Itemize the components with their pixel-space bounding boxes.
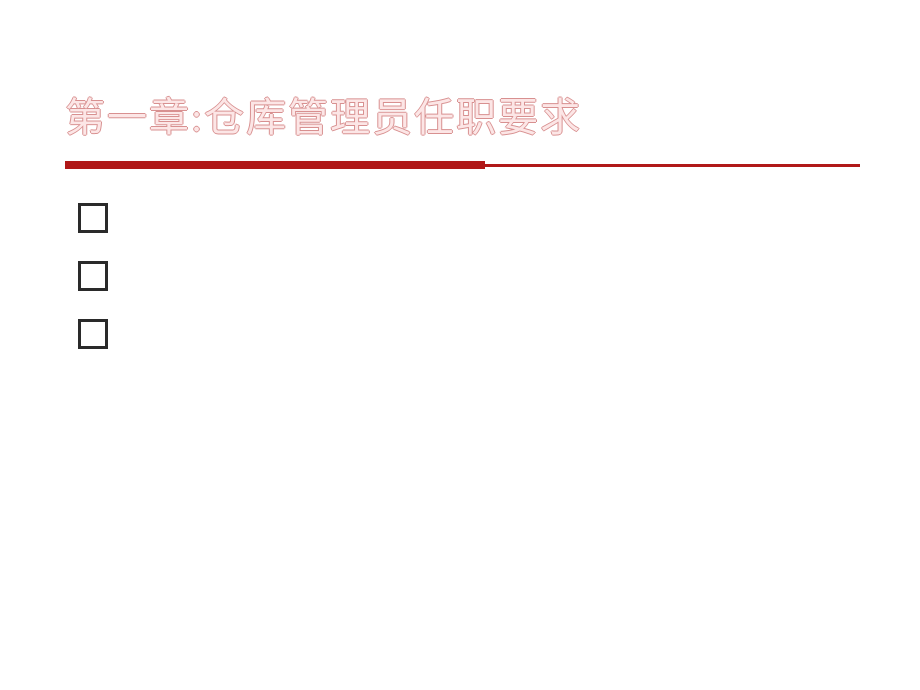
bullet-marker-icon — [78, 261, 108, 291]
divider-thin-segment — [485, 164, 860, 167]
divider-thick-segment — [65, 161, 485, 169]
bullet-text: 一、仓管员工作职责 — [148, 196, 427, 240]
slide-container: 第一章:仓库管理员任职要求 一、仓管员工作职责 二、仓管员应备才能 三、仓管员工… — [0, 0, 920, 690]
bullet-list: 一、仓管员工作职责 二、仓管员应备才能 三、仓管员工作细节 — [70, 199, 850, 353]
bullet-marker-icon — [78, 319, 108, 349]
bullet-item: 二、仓管员应备才能 — [78, 257, 850, 295]
bullet-item: 三、仓管员工作细节 — [78, 315, 850, 353]
bullet-text: 二、仓管员应备才能 — [148, 254, 427, 298]
title-divider — [65, 161, 860, 169]
bullet-marker-icon — [78, 203, 108, 233]
bullet-text: 三、仓管员工作细节 — [148, 312, 427, 356]
bullet-item: 一、仓管员工作职责 — [78, 199, 850, 237]
slide-title: 第一章:仓库管理员任职要求 — [65, 85, 850, 143]
